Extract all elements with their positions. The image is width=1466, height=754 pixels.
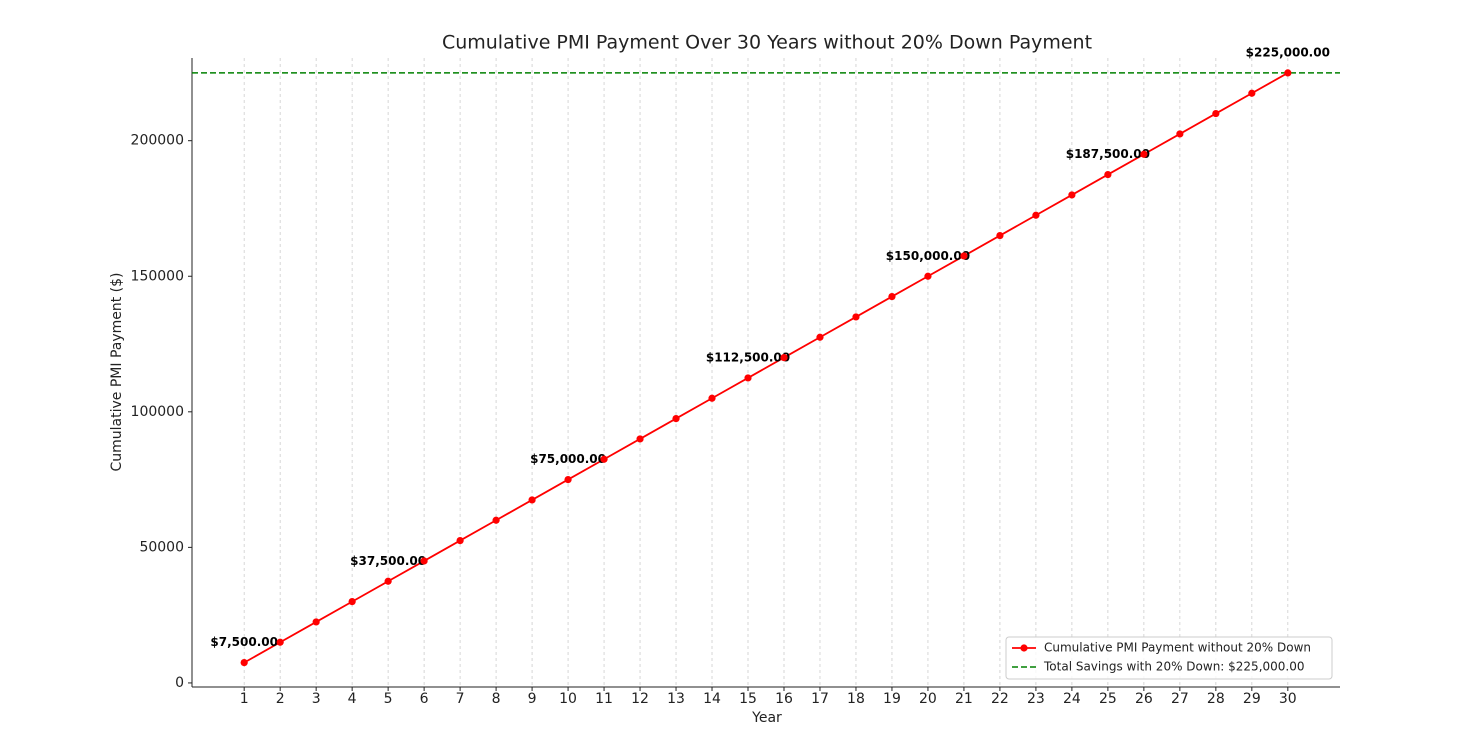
x-tick-label: 23 xyxy=(1027,691,1045,707)
x-tick-label: 7 xyxy=(456,691,465,707)
x-tick-label: 30 xyxy=(1279,691,1297,707)
data-label: $225,000.00 xyxy=(1246,45,1330,59)
marker xyxy=(1284,69,1292,77)
y-tick-label: 200000 xyxy=(131,133,184,149)
marker xyxy=(240,658,248,667)
x-tick-label: 25 xyxy=(1099,691,1117,707)
marker xyxy=(708,394,716,402)
marker xyxy=(1212,109,1220,118)
marker xyxy=(1032,211,1040,219)
marker xyxy=(1068,191,1076,199)
x-tick-label: 24 xyxy=(1063,691,1081,707)
x-tick-label: 10 xyxy=(559,691,577,707)
marker xyxy=(348,597,356,606)
x-tick-label: 13 xyxy=(667,691,685,707)
marker xyxy=(600,455,608,463)
marker xyxy=(528,496,536,504)
legend-box xyxy=(1005,636,1333,680)
x-tick-label: 20 xyxy=(919,691,937,707)
marker xyxy=(888,292,896,301)
x-tick-label: 3 xyxy=(312,691,321,707)
legend-label: Cumulative PMI Payment without 20% Down xyxy=(1044,641,1311,655)
marker xyxy=(636,435,644,443)
marker xyxy=(1248,89,1256,97)
marker xyxy=(564,475,572,484)
x-tick-label: 12 xyxy=(631,691,649,707)
data-label: $7,500.00 xyxy=(210,635,278,649)
data-label: $37,500.00 xyxy=(350,554,426,568)
x-tick-label: 19 xyxy=(883,691,901,707)
data-label: $187,500.00 xyxy=(1066,147,1150,161)
marker xyxy=(924,272,932,280)
data-label: $150,000.00 xyxy=(886,249,970,263)
legend-label: Total Savings with 20% Down: $225,000.00 xyxy=(1043,660,1305,674)
marker xyxy=(384,577,392,585)
x-tick-label: 5 xyxy=(384,691,393,707)
x-tick-label: 9 xyxy=(528,691,537,707)
marker xyxy=(996,231,1004,240)
x-tick-label: 14 xyxy=(703,691,721,707)
x-tick-label: 1 xyxy=(240,691,249,707)
x-tick-label: 29 xyxy=(1243,691,1261,707)
marker xyxy=(1176,130,1184,138)
x-tick-label: 27 xyxy=(1171,691,1189,707)
marker xyxy=(420,557,428,565)
y-tick-label: 50000 xyxy=(139,539,184,555)
marker xyxy=(312,618,320,626)
marker xyxy=(744,374,752,382)
y-tick-label: 150000 xyxy=(131,268,184,284)
y-tick-label: 0 xyxy=(175,675,184,691)
x-tick-label: 15 xyxy=(739,691,757,707)
x-tick-label: 8 xyxy=(492,691,501,707)
data-label: $75,000.00 xyxy=(530,452,606,466)
x-tick-label: 2 xyxy=(276,691,285,707)
legend-marker xyxy=(1020,644,1028,652)
marker xyxy=(492,516,500,524)
x-tick-label: 26 xyxy=(1135,691,1153,707)
x-axis-label: Year xyxy=(751,710,782,726)
x-tick-label: 28 xyxy=(1207,691,1225,707)
x-tick-label: 17 xyxy=(811,691,829,707)
x-tick-label: 16 xyxy=(775,691,793,707)
data-label: $112,500.00 xyxy=(706,350,790,364)
x-tick-label: 4 xyxy=(348,691,357,707)
marker xyxy=(816,333,824,341)
y-tick-label: 100000 xyxy=(131,404,184,420)
x-tick-label: 6 xyxy=(420,691,429,707)
x-tick-label: 11 xyxy=(595,691,613,707)
chart-title: Cumulative PMI Payment Over 30 Years wit… xyxy=(442,32,1092,54)
marker xyxy=(276,638,284,646)
line xyxy=(243,72,1289,664)
marker xyxy=(456,536,464,545)
marker xyxy=(960,252,968,260)
marker xyxy=(1140,150,1148,158)
marker xyxy=(852,313,860,321)
marker xyxy=(1104,170,1112,179)
x-tick-label: 21 xyxy=(955,691,973,707)
x-tick-label: 18 xyxy=(847,691,865,707)
y-axis-label: Cumulative PMI Payment ($) xyxy=(109,272,125,471)
marker xyxy=(780,353,788,362)
x-tick-label: 22 xyxy=(991,691,1009,707)
marker xyxy=(672,414,680,423)
